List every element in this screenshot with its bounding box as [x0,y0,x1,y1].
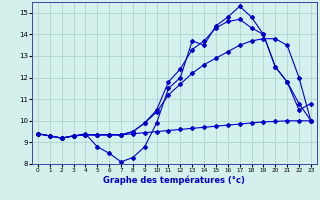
X-axis label: Graphe des températures (°c): Graphe des températures (°c) [103,176,245,185]
